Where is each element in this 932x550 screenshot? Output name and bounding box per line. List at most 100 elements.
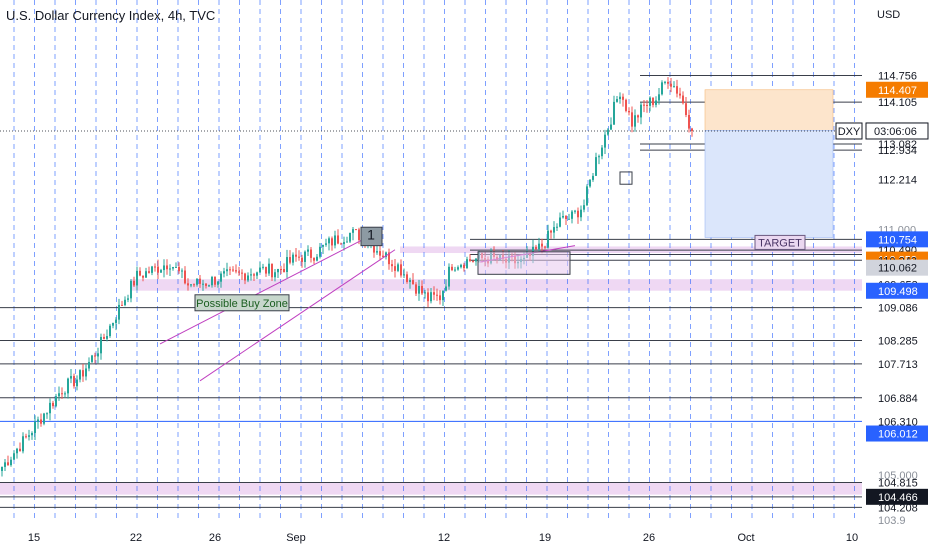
candle-body bbox=[295, 254, 297, 257]
candle-body bbox=[238, 271, 240, 273]
candle-body bbox=[220, 273, 222, 282]
candle-body bbox=[430, 292, 432, 302]
candle-body bbox=[604, 134, 606, 148]
candle-body bbox=[610, 124, 612, 130]
price-tick-label: 110.062 bbox=[878, 263, 917, 275]
price-tick-label: 114.407 bbox=[878, 85, 917, 97]
candle-body bbox=[139, 270, 141, 276]
candle-body bbox=[148, 271, 150, 273]
candle-body bbox=[454, 269, 456, 271]
candle-body bbox=[625, 99, 627, 111]
candle-body bbox=[136, 270, 138, 286]
candle-body bbox=[37, 419, 39, 422]
buy-zone-band bbox=[130, 279, 862, 291]
candle-body bbox=[88, 361, 90, 369]
candle-body bbox=[187, 283, 189, 286]
candle-body bbox=[391, 264, 393, 267]
candle-body bbox=[403, 274, 405, 276]
candle-body bbox=[25, 436, 27, 438]
candle-body bbox=[472, 260, 474, 262]
candle-body bbox=[304, 251, 306, 262]
candle-body bbox=[550, 230, 552, 233]
candle-body bbox=[448, 266, 450, 287]
candle-body bbox=[292, 254, 294, 263]
candle-body bbox=[439, 295, 441, 301]
candle-body bbox=[595, 157, 597, 176]
candle-body bbox=[415, 284, 417, 294]
candle-body bbox=[100, 336, 102, 354]
candle-body bbox=[76, 379, 78, 387]
wedge-upper-line bbox=[159, 232, 376, 345]
candle-body bbox=[34, 421, 36, 434]
candle-body bbox=[400, 264, 402, 276]
plot-area bbox=[0, 0, 862, 519]
candle-body bbox=[646, 105, 648, 107]
candle-body bbox=[127, 298, 129, 300]
candle-body bbox=[394, 266, 396, 271]
candle-body bbox=[196, 278, 198, 285]
candle-body bbox=[376, 251, 378, 253]
candle-body bbox=[46, 413, 48, 415]
time-axis-background bbox=[0, 519, 862, 550]
annotation-1-box bbox=[360, 226, 383, 247]
time-tick-label: Oct bbox=[737, 532, 754, 544]
candle-body bbox=[457, 267, 459, 270]
price-tag-bg bbox=[866, 81, 928, 98]
candle-body bbox=[655, 100, 657, 105]
price-tick-label: 113.082 bbox=[878, 139, 917, 151]
candle-body bbox=[214, 276, 216, 285]
candle-body bbox=[4, 462, 6, 467]
small-marker-box bbox=[619, 171, 633, 185]
time-tick-label: 12 bbox=[438, 532, 450, 544]
candle-body bbox=[667, 81, 669, 84]
target-box bbox=[704, 130, 834, 238]
candle-body bbox=[169, 268, 171, 270]
candle-body bbox=[109, 325, 111, 337]
candle-body bbox=[442, 290, 444, 301]
candle-body bbox=[652, 97, 654, 105]
candle-body bbox=[328, 238, 330, 244]
candle-body bbox=[226, 269, 228, 272]
candle-body bbox=[688, 114, 690, 129]
candle-body bbox=[217, 281, 219, 285]
price-tick-label: 112.934 bbox=[878, 145, 917, 157]
candle-body bbox=[112, 322, 114, 326]
candle-body bbox=[199, 278, 201, 284]
candle-body bbox=[406, 274, 408, 282]
candle-body bbox=[298, 256, 300, 258]
candle-body bbox=[592, 175, 594, 180]
candle-body bbox=[160, 270, 162, 273]
time-tick-label: 15 bbox=[28, 532, 40, 544]
price-tag-bg bbox=[866, 231, 928, 248]
candle-body bbox=[16, 448, 18, 454]
candle-body bbox=[682, 95, 684, 104]
candle-body bbox=[538, 243, 540, 250]
candle-body bbox=[70, 376, 72, 379]
candle-body bbox=[268, 263, 270, 274]
candle-body bbox=[283, 269, 285, 273]
price-tick-label: 114.756 bbox=[878, 70, 917, 82]
time-tick-label: 10 bbox=[846, 532, 858, 544]
candle-body bbox=[673, 86, 675, 88]
candle-body bbox=[259, 267, 261, 273]
candle-body bbox=[571, 211, 573, 219]
candle-body bbox=[460, 264, 462, 268]
candle-body bbox=[79, 370, 81, 380]
price-tick-label: 104.466 bbox=[878, 492, 918, 504]
stop-loss-box bbox=[704, 89, 834, 131]
candle-body bbox=[568, 218, 570, 220]
candle-body bbox=[337, 235, 339, 244]
candle-body bbox=[424, 292, 426, 294]
candle-body bbox=[676, 86, 678, 94]
candle-body bbox=[58, 393, 60, 397]
time-tick-label: 26 bbox=[643, 532, 655, 544]
candle-body bbox=[211, 276, 213, 286]
candle-body bbox=[250, 274, 252, 276]
candle-body bbox=[619, 96, 621, 100]
symbol-tag: DXY bbox=[838, 126, 861, 138]
candle-body bbox=[247, 275, 249, 281]
candle-body bbox=[589, 179, 591, 187]
candle-body bbox=[274, 272, 276, 278]
